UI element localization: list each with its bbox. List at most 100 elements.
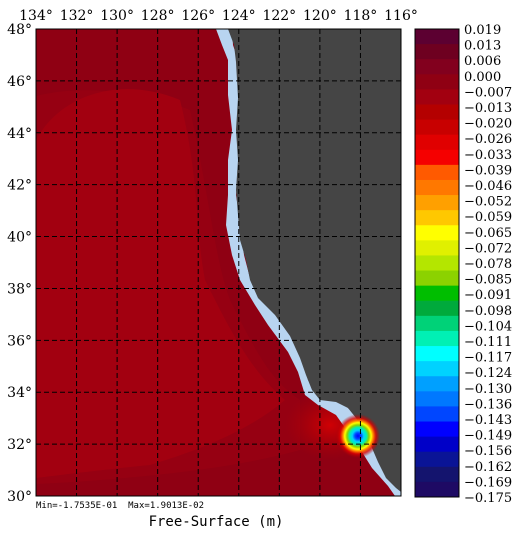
legend-swatch	[415, 391, 459, 407]
legend-swatch	[415, 451, 459, 468]
legend-label: −0.156	[464, 444, 512, 459]
y-tick-label: 34°	[7, 385, 32, 401]
legend-swatch	[415, 134, 459, 151]
legend-label: −0.091	[464, 288, 512, 303]
legend-swatch	[415, 285, 459, 302]
legend-swatch	[415, 210, 459, 226]
y-tick-label: 44°	[7, 126, 32, 142]
y-tick-label: 36°	[7, 333, 32, 349]
legend-swatch	[415, 89, 459, 105]
x-tick-label: 122°	[262, 8, 296, 24]
legend-swatch	[415, 330, 459, 347]
legend-label: −0.085	[464, 273, 512, 288]
x-tick-label: 118°	[344, 8, 378, 24]
y-tick-label: 40°	[7, 230, 32, 246]
legend-label: −0.039	[464, 163, 512, 178]
legend-label: −0.020	[464, 117, 512, 132]
legend-swatch	[415, 225, 459, 241]
x-tick-label: 124°	[222, 8, 256, 24]
legend-label: −0.175	[464, 491, 512, 506]
y-tick-label: 48°	[7, 22, 32, 38]
x-tick-label: 130°	[100, 8, 134, 24]
legend-swatch	[415, 361, 459, 377]
legend-label: 0.019	[464, 23, 501, 38]
legend-label: −0.007	[464, 85, 512, 100]
legend-label: −0.026	[464, 132, 512, 147]
legend-label: −0.098	[464, 304, 512, 319]
legend-swatch	[415, 466, 459, 483]
legend-label: −0.104	[464, 319, 512, 334]
legend-swatch	[415, 255, 459, 272]
legend-label: 0.000	[464, 70, 501, 85]
legend-label: −0.013	[464, 101, 512, 116]
max-label: Max=	[128, 501, 150, 511]
legend-swatch	[415, 149, 459, 166]
legend-label: −0.072	[464, 241, 512, 256]
x-tick-label: 116°	[384, 8, 418, 24]
legend-label: −0.046	[464, 179, 512, 194]
legend-swatch	[415, 300, 459, 317]
map-field	[36, 29, 401, 496]
ocean-field-shade-outer	[36, 90, 300, 484]
legend-label: 0.006	[464, 54, 501, 69]
legend-swatch	[415, 119, 459, 136]
legend-label: −0.065	[464, 226, 512, 241]
legend-label: 0.013	[464, 39, 501, 54]
legend-swatch	[415, 104, 459, 121]
y-tick-label: 38°	[7, 281, 32, 297]
legend-swatch	[415, 406, 459, 423]
legend-frame	[414, 28, 460, 498]
y-tick-label: 32°	[7, 437, 32, 453]
color-legend: 0.0190.0130.0060.000−0.007−0.013−0.020−0…	[414, 23, 512, 506]
y-tick-label: 42°	[7, 178, 32, 194]
max-value: 1.9013E-02	[149, 501, 205, 511]
legend-label: −0.169	[464, 475, 512, 490]
legend-swatch	[415, 164, 459, 181]
x-axis-label: Free-Surface (m)	[148, 514, 284, 530]
legend-swatch	[415, 376, 459, 392]
longitude-ticks: 134° 132° 130° 128° 126° 124° 122° 120° 118° 116°	[19, 8, 418, 24]
legend-label: −0.052	[464, 195, 512, 210]
x-tick-label: 134°	[19, 8, 53, 24]
legend-swatch	[415, 421, 459, 438]
min-value: -1.7535E-01	[57, 501, 118, 511]
legend-swatch	[415, 436, 459, 453]
min-label: Min=	[36, 501, 58, 511]
legend-swatch	[415, 346, 459, 362]
legend-label: −0.130	[464, 382, 512, 397]
legend-swatch	[415, 74, 459, 90]
x-tick-label: 126°	[181, 8, 215, 24]
coast-band	[216, 29, 401, 496]
legend-swatch	[415, 270, 459, 287]
y-tick-label: 30°	[7, 489, 32, 505]
land-mass	[228, 29, 401, 492]
legend-swatch	[415, 195, 459, 211]
legend-swatch	[415, 44, 459, 60]
y-tick-label: 46°	[7, 74, 32, 90]
legend-label: −0.033	[464, 148, 512, 163]
min-max-stats: Min=-1.7535E-01 Max=1.9013E-02	[36, 501, 204, 511]
legend-label: −0.149	[464, 429, 512, 444]
legend-swatch	[415, 240, 459, 256]
legend-swatch	[415, 179, 459, 196]
legend-label: −0.078	[464, 257, 512, 272]
legend-label: −0.117	[464, 351, 512, 366]
x-tick-label: 128°	[141, 8, 175, 24]
legend-label: −0.111	[464, 335, 512, 350]
x-tick-label: 132°	[60, 8, 94, 24]
legend-label: −0.136	[464, 397, 512, 412]
legend-swatch	[415, 59, 459, 75]
graticule	[36, 29, 401, 496]
plot-frame	[35, 28, 402, 497]
legend-label: −0.162	[464, 460, 512, 475]
latitude-ticks: 48° 46° 44° 42° 40° 38° 36° 34° 32° 30°	[7, 22, 32, 505]
legend-label: −0.059	[464, 210, 512, 225]
legend-swatch	[415, 29, 459, 45]
extreme-value-spot	[336, 414, 380, 458]
legend-label: −0.143	[464, 413, 512, 428]
x-tick-label: 120°	[303, 8, 337, 24]
legend-swatch	[415, 315, 459, 332]
legend-label: −0.124	[464, 366, 512, 381]
